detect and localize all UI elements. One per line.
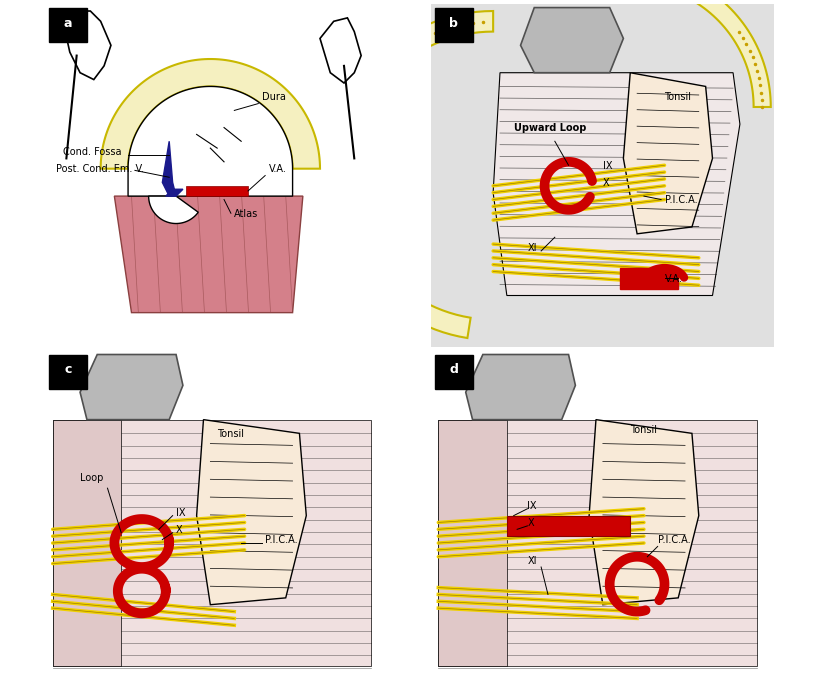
Text: P.I.C.A.: P.I.C.A. — [265, 535, 297, 545]
Text: Upward Loop: Upward Loop — [513, 123, 586, 133]
Polygon shape — [588, 419, 698, 604]
Polygon shape — [80, 355, 183, 419]
Polygon shape — [438, 419, 506, 667]
Text: d: d — [449, 364, 458, 376]
Text: V.A.: V.A. — [663, 274, 681, 284]
Polygon shape — [438, 419, 756, 667]
Polygon shape — [465, 355, 575, 419]
Polygon shape — [114, 196, 302, 313]
Text: a: a — [64, 17, 72, 29]
Text: P.I.C.A.: P.I.C.A. — [657, 535, 690, 545]
Text: Cond. Fossa: Cond. Fossa — [63, 147, 121, 157]
Text: P.I.C.A.: P.I.C.A. — [663, 195, 696, 205]
Polygon shape — [619, 268, 677, 289]
Text: Atlas: Atlas — [234, 209, 258, 218]
Polygon shape — [52, 419, 371, 667]
Text: XI: XI — [527, 243, 536, 253]
Polygon shape — [622, 73, 712, 234]
Polygon shape — [148, 196, 198, 223]
Text: X: X — [176, 525, 183, 535]
Text: c: c — [65, 364, 72, 376]
Polygon shape — [165, 189, 183, 196]
Polygon shape — [101, 59, 319, 169]
Text: Tonsil: Tonsil — [663, 92, 690, 102]
FancyBboxPatch shape — [434, 355, 472, 389]
Polygon shape — [319, 18, 360, 83]
FancyBboxPatch shape — [434, 8, 472, 42]
Polygon shape — [586, 0, 770, 107]
Polygon shape — [520, 8, 622, 73]
Text: Tonsil: Tonsil — [217, 429, 244, 439]
Text: Tonsil: Tonsil — [630, 425, 657, 436]
Text: Post. Cond. Em. V.: Post. Cond. Em. V. — [56, 164, 144, 174]
FancyBboxPatch shape — [424, 0, 780, 354]
Polygon shape — [328, 11, 492, 338]
Polygon shape — [506, 516, 630, 536]
Polygon shape — [63, 11, 111, 80]
Polygon shape — [492, 73, 739, 295]
Polygon shape — [186, 186, 247, 196]
Text: X: X — [527, 518, 533, 528]
Polygon shape — [197, 419, 306, 604]
FancyBboxPatch shape — [49, 355, 87, 389]
Polygon shape — [52, 419, 121, 667]
Polygon shape — [162, 141, 176, 196]
Polygon shape — [128, 87, 292, 196]
Text: Dura: Dura — [261, 92, 285, 102]
Text: XI: XI — [527, 556, 536, 565]
Text: V.A.: V.A. — [269, 164, 286, 174]
Text: IX: IX — [176, 507, 185, 518]
Text: X: X — [602, 178, 609, 188]
Text: Loop: Loop — [80, 473, 103, 483]
Text: IX: IX — [602, 161, 612, 171]
Text: IX: IX — [527, 500, 536, 511]
FancyBboxPatch shape — [49, 8, 87, 42]
Text: b: b — [449, 17, 458, 29]
